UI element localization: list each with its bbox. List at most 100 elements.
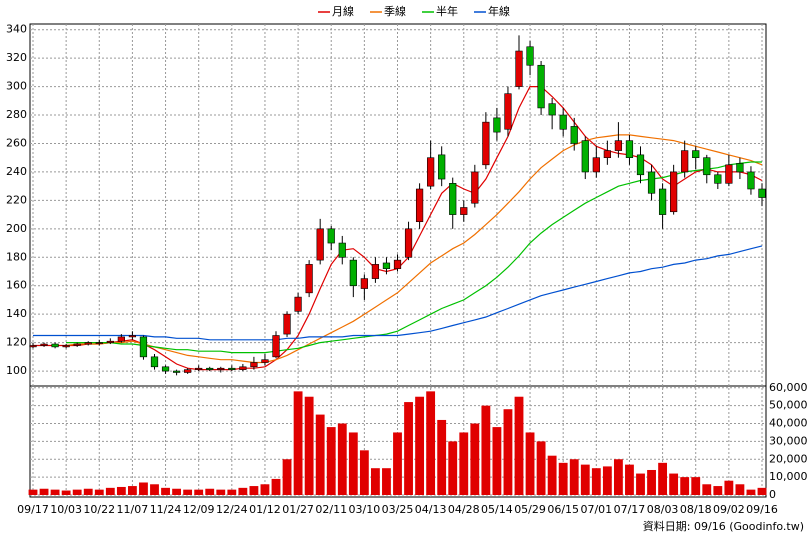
candle-body: [62, 345, 70, 348]
x-tick-label: 10/03: [50, 503, 82, 516]
volume-bar: [61, 490, 71, 495]
y-tick-label: 320: [6, 51, 27, 64]
volume-bar: [83, 488, 93, 495]
volume-bar: [139, 482, 148, 495]
candle-body: [106, 340, 114, 343]
volume-bar: [470, 423, 480, 495]
candle-body: [515, 50, 523, 87]
volume-bar: [216, 489, 226, 495]
x-tick-label: 09/17: [17, 503, 49, 516]
volume-bar: [282, 459, 292, 495]
candle-body: [73, 343, 81, 346]
volume-bar: [448, 441, 458, 495]
candle-body: [217, 367, 225, 370]
volume-tick-label: 20,000: [769, 452, 808, 465]
volume-bar: [680, 477, 690, 495]
volume-bar: [580, 464, 590, 495]
volume-bar: [227, 489, 237, 495]
volume-bar: [72, 489, 82, 495]
candle-body: [592, 157, 600, 173]
y-tick-label: 200: [6, 222, 27, 235]
legend-label: 月線: [332, 4, 354, 18]
volume-tick-label: 60,000: [769, 381, 808, 394]
volume-bar: [636, 473, 645, 495]
candle-body: [526, 46, 534, 66]
x-tick-label: 05/14: [481, 503, 513, 516]
volume-bar: [569, 459, 579, 495]
candle-body: [393, 259, 402, 269]
legend-label: 季線: [384, 4, 406, 18]
volume-bar: [348, 432, 358, 495]
volume-bar: [691, 477, 701, 495]
candle-body: [415, 188, 424, 223]
candle-body: [382, 262, 391, 269]
volume-bar: [359, 450, 369, 495]
volume-bar: [591, 468, 601, 495]
volume-bar: [172, 488, 182, 495]
y-tick-label: 140: [6, 307, 27, 320]
x-tick-label: 11/24: [150, 503, 182, 516]
candle-body: [95, 342, 103, 344]
y-tick-label: 240: [6, 165, 27, 178]
candle-body: [570, 126, 578, 144]
volume-bar: [613, 459, 623, 495]
legend-label: 年線: [488, 4, 510, 18]
candle-body: [283, 313, 291, 335]
volume-bar: [194, 489, 204, 495]
candle-body: [681, 150, 689, 173]
candle-body: [460, 207, 468, 215]
volume-bar: [426, 391, 436, 495]
candle-body: [128, 335, 137, 338]
volume-bar: [481, 405, 491, 495]
volume-bar: [746, 489, 756, 495]
volume-bar: [337, 423, 347, 495]
volume-bar: [437, 419, 447, 495]
legend-label: 半年: [436, 4, 458, 18]
candle-body: [184, 369, 192, 373]
volume-bar: [602, 466, 612, 495]
y-tick-label: 220: [6, 193, 27, 206]
y-tick-label: 280: [6, 108, 27, 121]
volume-bar: [702, 484, 712, 495]
x-tick-label: 06/15: [547, 503, 579, 516]
candle-body: [482, 121, 490, 166]
y-tick-label: 260: [6, 136, 27, 149]
volume-bar: [39, 488, 49, 495]
volume-bar: [127, 486, 137, 495]
candle-body: [614, 140, 623, 151]
candle-body: [537, 64, 545, 109]
candle-body: [725, 164, 733, 184]
volume-bar: [205, 488, 215, 495]
volume-bar: [525, 432, 535, 495]
candle-body: [504, 93, 512, 130]
volume-bar: [404, 402, 413, 495]
candle-body: [172, 370, 181, 373]
y-tick-label: 120: [6, 336, 27, 349]
candle-body: [427, 157, 435, 187]
source-note: 資料日期: 09/16 (Goodinfo.tw): [643, 519, 804, 533]
x-tick-label: 04/13: [415, 503, 447, 516]
volume-bar: [724, 480, 734, 495]
volume-tick-label: 30,000: [769, 434, 808, 447]
volume-bar: [304, 396, 314, 495]
volume-bar: [558, 462, 568, 495]
volume-bar: [370, 468, 380, 495]
candle-body: [316, 228, 324, 261]
candle-body: [493, 117, 501, 133]
x-tick-label: 12/24: [216, 503, 248, 516]
volume-bar: [183, 489, 193, 495]
x-tick-label: 05/29: [514, 503, 546, 516]
x-tick-label: 09/16: [746, 503, 778, 516]
candle-body: [438, 154, 446, 180]
candle-body: [371, 264, 380, 279]
y-tick-label: 300: [6, 80, 27, 93]
candle-body: [404, 228, 413, 258]
volume-bar: [50, 489, 60, 495]
candle-body: [625, 140, 634, 159]
ma-line: [66, 134, 763, 364]
candle-body: [51, 343, 59, 348]
candle-body: [228, 367, 236, 370]
candle-body: [647, 171, 656, 194]
candle-body: [139, 336, 148, 358]
